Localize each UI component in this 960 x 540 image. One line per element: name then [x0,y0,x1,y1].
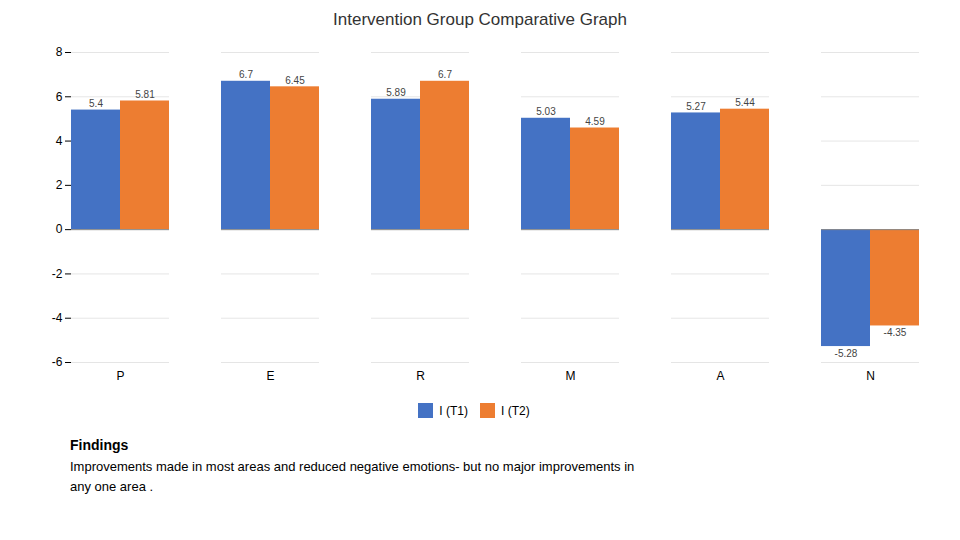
svg-text:2: 2 [56,178,63,192]
svg-text:-4: -4 [52,311,63,325]
svg-text:5.27: 5.27 [686,101,706,112]
svg-text:A: A [716,369,724,383]
svg-text:-2: -2 [52,267,63,281]
html-text:I (T1): I (T1) [439,403,468,418]
svg-text:6: 6 [56,90,63,104]
svg-text:5.03: 5.03 [536,106,556,117]
svg-text:6.7: 6.7 [438,69,452,80]
svg-text:5.89: 5.89 [386,87,406,98]
svg-text:6.45: 6.45 [285,75,305,86]
svg-text:-5.28: -5.28 [835,348,858,359]
html-text:Intervention Group Comparative: Intervention Group Comparative Graph [333,10,627,29]
svg-text:E: E [266,369,274,383]
svg-text:R: R [416,369,425,383]
svg-text:4: 4 [56,134,63,148]
svg-text:5.81: 5.81 [135,89,155,100]
svg-text:6.7: 6.7 [239,69,253,80]
svg-text:M: M [566,369,576,383]
svg-text:0: 0 [56,222,63,236]
svg-text:5.4: 5.4 [89,98,103,109]
svg-text:5.44: 5.44 [735,97,755,108]
svg-text:P: P [116,369,124,383]
svg-text:-6: -6 [52,355,63,369]
svg-text:4.59: 4.59 [585,116,605,127]
svg-text:-4.35: -4.35 [884,327,907,338]
html-text:I (T2): I (T2) [501,403,530,418]
html-text:Findings: Findings [70,437,129,453]
svg-text:8: 8 [56,45,63,59]
svg-text:N: N [866,369,875,383]
html-text:Improvements made in most area: Improvements made in most areas and redu… [70,459,635,494]
